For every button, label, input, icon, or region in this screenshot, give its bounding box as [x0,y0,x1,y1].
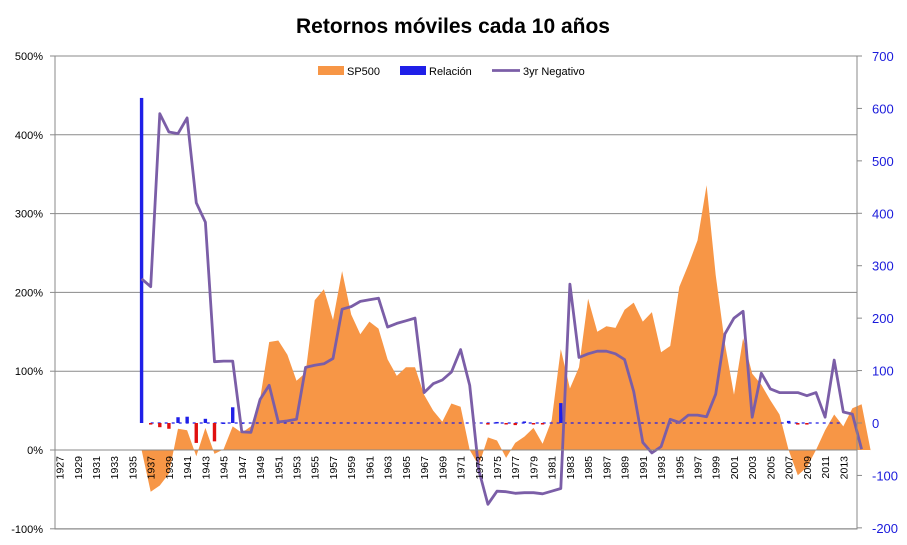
relacion-bar [158,423,162,428]
relacion-bar [231,407,235,423]
relacion-bar [203,418,208,423]
x-tick-label: 1989 [620,456,632,480]
x-tick-label: 1945 [219,456,231,480]
x-tick-label: 1947 [237,456,249,480]
relacion-bar [167,423,171,429]
x-tick-label: 1961 [364,456,376,480]
x-tick-label: 1951 [273,456,285,480]
x-tick-label: 1927 [55,456,67,480]
x-tick-label: 2011 [820,456,832,479]
relacion-bar [513,423,517,426]
x-tick-label: 1931 [91,456,103,480]
relacion-bar [495,421,499,424]
legend-swatch-relacion [400,66,426,75]
y-right-tick-label: 100 [872,364,894,379]
x-tick-label: 1973 [474,456,486,480]
x-tick-label: 1957 [328,456,340,480]
x-tick-label: 2009 [802,456,814,480]
x-tick-label: 1935 [127,456,139,480]
y-right-tick-label: 500 [872,154,894,169]
relacion-bar [796,423,800,425]
relacion-bar [531,423,536,425]
legend-swatch-sp500 [318,66,344,75]
y-right-tick-label: -200 [872,521,898,536]
relacion-bar-layer [139,97,844,443]
x-tick-label: 1939 [164,456,176,480]
x-tick-label: 1971 [456,456,468,480]
x-tick-label: 1977 [510,456,522,480]
chart-title: Retornos móviles cada 10 años [296,15,610,38]
relacion-bar [559,403,563,423]
y-right-tick-label: 300 [872,259,894,274]
x-tick-label: 2013 [838,456,850,480]
x-tick-label: 1965 [401,456,413,480]
y-right-tick-label: -100 [872,468,898,483]
x-tick-label: 1997 [693,456,705,480]
x-tick-label: 1949 [255,456,267,480]
y-right-tick-label: 0 [872,416,879,431]
x-tick-label: 2003 [747,456,759,480]
x-tick-label: 2007 [784,456,796,480]
y-left-tick-label: 0% [27,445,43,457]
x-tick-label: 1981 [547,456,559,480]
y-left-tick-label: 300% [15,209,43,221]
y-left-tick-label: 100% [15,366,43,378]
x-tick-label: 1985 [583,456,595,480]
x-tick-label: 1979 [528,456,540,480]
x-tick-label: 1959 [346,456,358,480]
negativo-line [140,112,863,506]
relacion-bar [486,423,490,425]
x-tick-label: 1967 [419,456,431,480]
y-right-tick-label: 600 [872,101,894,116]
relacion-bar [540,423,545,425]
relacion-bar [805,423,809,425]
relacion-bar [148,423,153,425]
x-tick-label: 1975 [492,456,504,480]
x-tick-label: 1987 [601,456,613,480]
relacion-bar [504,423,508,425]
relacion-bar [212,423,217,442]
y-left-tick-label: 500% [15,51,43,63]
relacion-bar [522,421,527,423]
x-tick-label: 1929 [73,456,85,480]
x-tick-label: 1995 [674,456,686,480]
y-left-tick-label: -100% [11,524,43,536]
axes: -100% 0% 100% 200% 300% 400% 500% -200 -100 0 100 2… [11,49,898,536]
legend: SP500 Relación 3yr Negativo [318,66,585,78]
sp500-area [141,185,871,492]
x-tick-label: 1983 [565,456,577,480]
legend-label-relacion: Relación [429,66,472,78]
negativo-line-layer [140,112,863,506]
y-right-tick-label: 400 [872,206,894,221]
relacion-bar [139,97,144,423]
x-tick-label: 1999 [711,456,723,480]
x-tick-label: 2005 [765,456,777,480]
y-left-tick-label: 200% [15,287,43,299]
x-tick-label: 1969 [437,456,449,480]
relacion-bar [221,422,226,424]
x-tick-label: 1991 [638,456,650,480]
x-tick-label: 1963 [383,456,395,480]
relacion-bar [194,423,198,443]
sp500-area-layer [141,185,871,492]
relacion-bar [786,420,791,423]
x-tick-label: 1937 [146,456,158,480]
x-tick-label: 2001 [729,456,741,480]
relacion-bar [185,416,189,423]
y-right-tick-label: 700 [872,49,894,64]
x-tick-label: 1955 [310,456,322,480]
legend-label-sp500: SP500 [347,66,380,78]
x-tick-label: 1943 [200,456,212,480]
x-tick-label: 1953 [292,456,304,480]
x-tick-label: 1941 [182,456,194,480]
x-tick-label: 1933 [109,456,121,480]
y-left-tick-label: 400% [15,130,43,142]
x-tick-label: 1993 [656,456,668,480]
y-right-tick-label: 200 [872,311,894,326]
relacion-bar [176,417,180,423]
legend-label-negativo: 3yr Negativo [523,66,585,78]
